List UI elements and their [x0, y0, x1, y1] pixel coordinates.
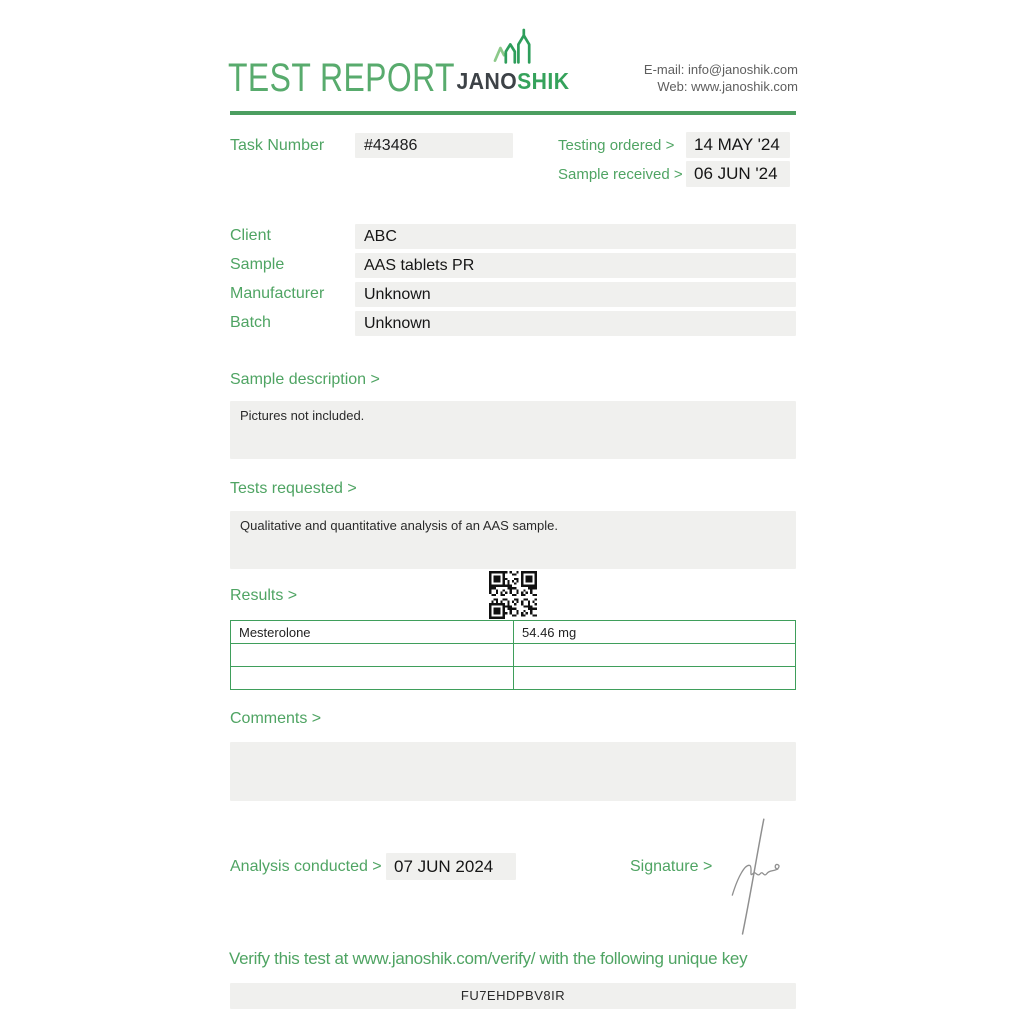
verify-instructions: Verify this test at www.janoshik.com/ver…: [229, 949, 748, 968]
qr-code: [489, 571, 537, 619]
comments-box: [230, 742, 796, 801]
contact-block: E-mail: info@janoshik.com Web: www.janos…: [644, 61, 798, 95]
results-label: Results >: [230, 587, 298, 604]
logo-wordmark: JANOSHIK: [453, 68, 573, 95]
signature-label: Signature >: [630, 858, 713, 875]
result-name: [230, 666, 514, 690]
batch-value: Unknown: [355, 311, 796, 336]
testing-ordered-label: Testing ordered >: [558, 136, 675, 154]
result-value: [513, 666, 796, 690]
task-number-label: Task Number: [230, 137, 325, 154]
table-row: Mesterolone 54.46 mg: [230, 620, 796, 644]
handwritten-signature: [712, 812, 786, 944]
table-row: [230, 666, 796, 690]
contact-web: Web: www.janoshik.com: [657, 79, 798, 94]
info-row-manufacturer: Manufacturer Unknown: [230, 282, 796, 307]
manufacturer-value: Unknown: [355, 282, 796, 307]
comments-label: Comments >: [230, 710, 322, 727]
tests-requested-box: Qualitative and quantitative analysis of…: [230, 511, 796, 569]
analysis-conducted-value: 07 JUN 2024: [386, 853, 516, 880]
header-divider: [230, 111, 796, 115]
info-row-sample: Sample AAS tablets PR: [230, 253, 796, 278]
sample-description-box: Pictures not included.: [230, 401, 796, 459]
result-name: [230, 643, 514, 667]
result-value: [513, 643, 796, 667]
testing-ordered-value: 14 MAY '24: [686, 132, 790, 158]
table-row: [230, 643, 796, 667]
sample-label: Sample: [230, 256, 285, 273]
batch-label: Batch: [230, 314, 271, 331]
info-row-client: Client ABC: [230, 224, 796, 249]
logo-chart-icon: [486, 28, 540, 68]
tests-requested-label: Tests requested >: [230, 480, 357, 497]
logo-text-dark: JANO: [456, 68, 518, 94]
sample-value: AAS tablets PR: [355, 253, 796, 278]
info-row-batch: Batch Unknown: [230, 311, 796, 336]
page-title: TEST REPORT: [228, 56, 455, 101]
sample-received-row: Sample received > 06 JUN '24: [558, 161, 790, 187]
client-label: Client: [230, 227, 271, 244]
task-number-value: #43486: [355, 133, 513, 158]
contact-email: E-mail: info@janoshik.com: [643, 62, 798, 77]
unique-key-value: FU7EHDPBV8IR: [230, 983, 796, 1009]
results-table: Mesterolone 54.46 mg: [230, 620, 796, 690]
logo-text-green: SHIK: [517, 68, 570, 94]
sample-received-value: 06 JUN '24: [686, 161, 790, 187]
testing-ordered-row: Testing ordered > 14 MAY '24: [558, 132, 790, 158]
sample-received-label: Sample received >: [558, 165, 683, 183]
analysis-conducted-label: Analysis conducted >: [230, 858, 382, 875]
sample-description-label: Sample description >: [230, 371, 380, 388]
result-name: Mesterolone: [230, 620, 514, 644]
result-value: 54.46 mg: [513, 620, 796, 644]
client-value: ABC: [355, 224, 796, 249]
manufacturer-label: Manufacturer: [230, 285, 325, 302]
